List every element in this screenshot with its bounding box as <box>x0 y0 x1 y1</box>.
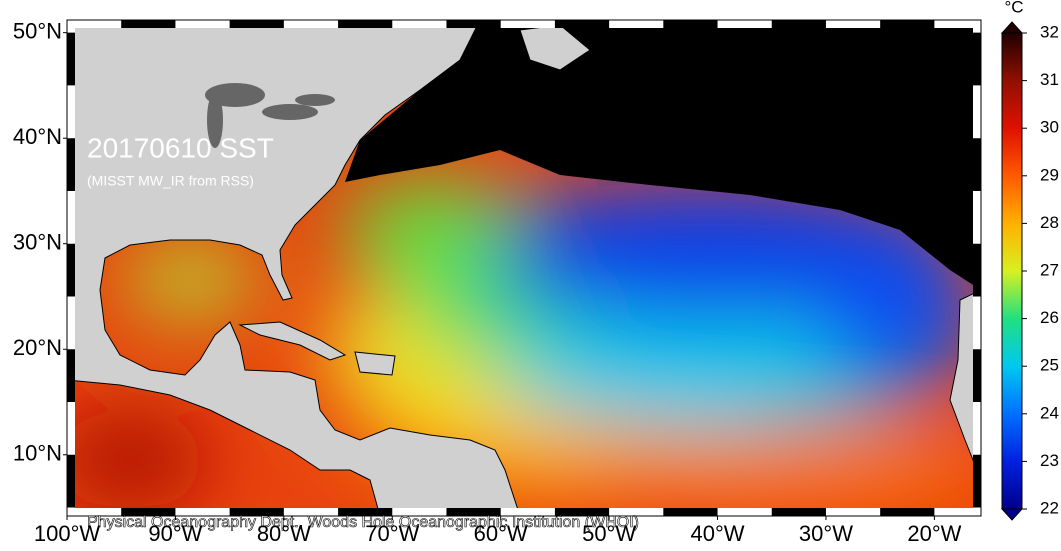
colorbar-extend <box>1000 508 1024 521</box>
colorbar-tick-label: 23 <box>1040 451 1059 470</box>
x-tick-label: 40°W <box>691 521 745 546</box>
x-tick-label: 60°W <box>474 521 528 546</box>
frame-border <box>66 19 982 517</box>
colorbar-tick-label: 30 <box>1040 118 1059 137</box>
x-tick-label: 20°W <box>907 521 961 546</box>
land <box>238 321 347 361</box>
colorbar-unit: °C <box>1004 0 1023 16</box>
colorbar-tick-label: 32 <box>1040 22 1059 41</box>
y-tick-label: 40°N <box>13 124 62 149</box>
colorbar-tick-label: 26 <box>1040 308 1059 327</box>
x-tick-label: 30°W <box>799 521 853 546</box>
land <box>354 351 396 376</box>
x-tick-label: 90°W <box>148 521 202 546</box>
x-tick-label: 70°W <box>365 521 419 546</box>
colorbar-tick-label: 28 <box>1040 213 1059 232</box>
sst-map <box>67 20 981 516</box>
colorbar-extend <box>1000 21 1024 34</box>
colorbar-tick-label: 24 <box>1040 403 1059 422</box>
x-tick-label: 100°W <box>34 521 101 546</box>
land <box>67 20 521 516</box>
x-tick-label: 50°W <box>582 521 636 546</box>
colorbar-tick-label: 22 <box>1040 498 1059 517</box>
colorbar-tick-label: 29 <box>1040 165 1059 184</box>
colorbar-tick-label: 27 <box>1040 260 1059 279</box>
no-data <box>345 20 981 290</box>
y-tick-label: 20°N <box>13 335 62 360</box>
y-tick-label: 50°N <box>13 18 62 43</box>
lake <box>207 92 223 148</box>
lake <box>262 104 318 120</box>
map-frame <box>66 19 982 517</box>
x-tick-label: 80°W <box>257 521 311 546</box>
sst-field <box>67 180 981 510</box>
colorbar-tick-label: 31 <box>1040 70 1059 89</box>
colorbar <box>1001 32 1023 510</box>
y-tick-label: 30°N <box>13 230 62 255</box>
map-title: 20170610 SST <box>87 132 274 163</box>
lake <box>295 94 335 106</box>
colorbar-tick-label: 25 <box>1040 356 1059 375</box>
y-tick-label: 10°N <box>13 441 62 466</box>
map-subtitle: (MISST MW_IR from RSS) <box>87 173 254 189</box>
